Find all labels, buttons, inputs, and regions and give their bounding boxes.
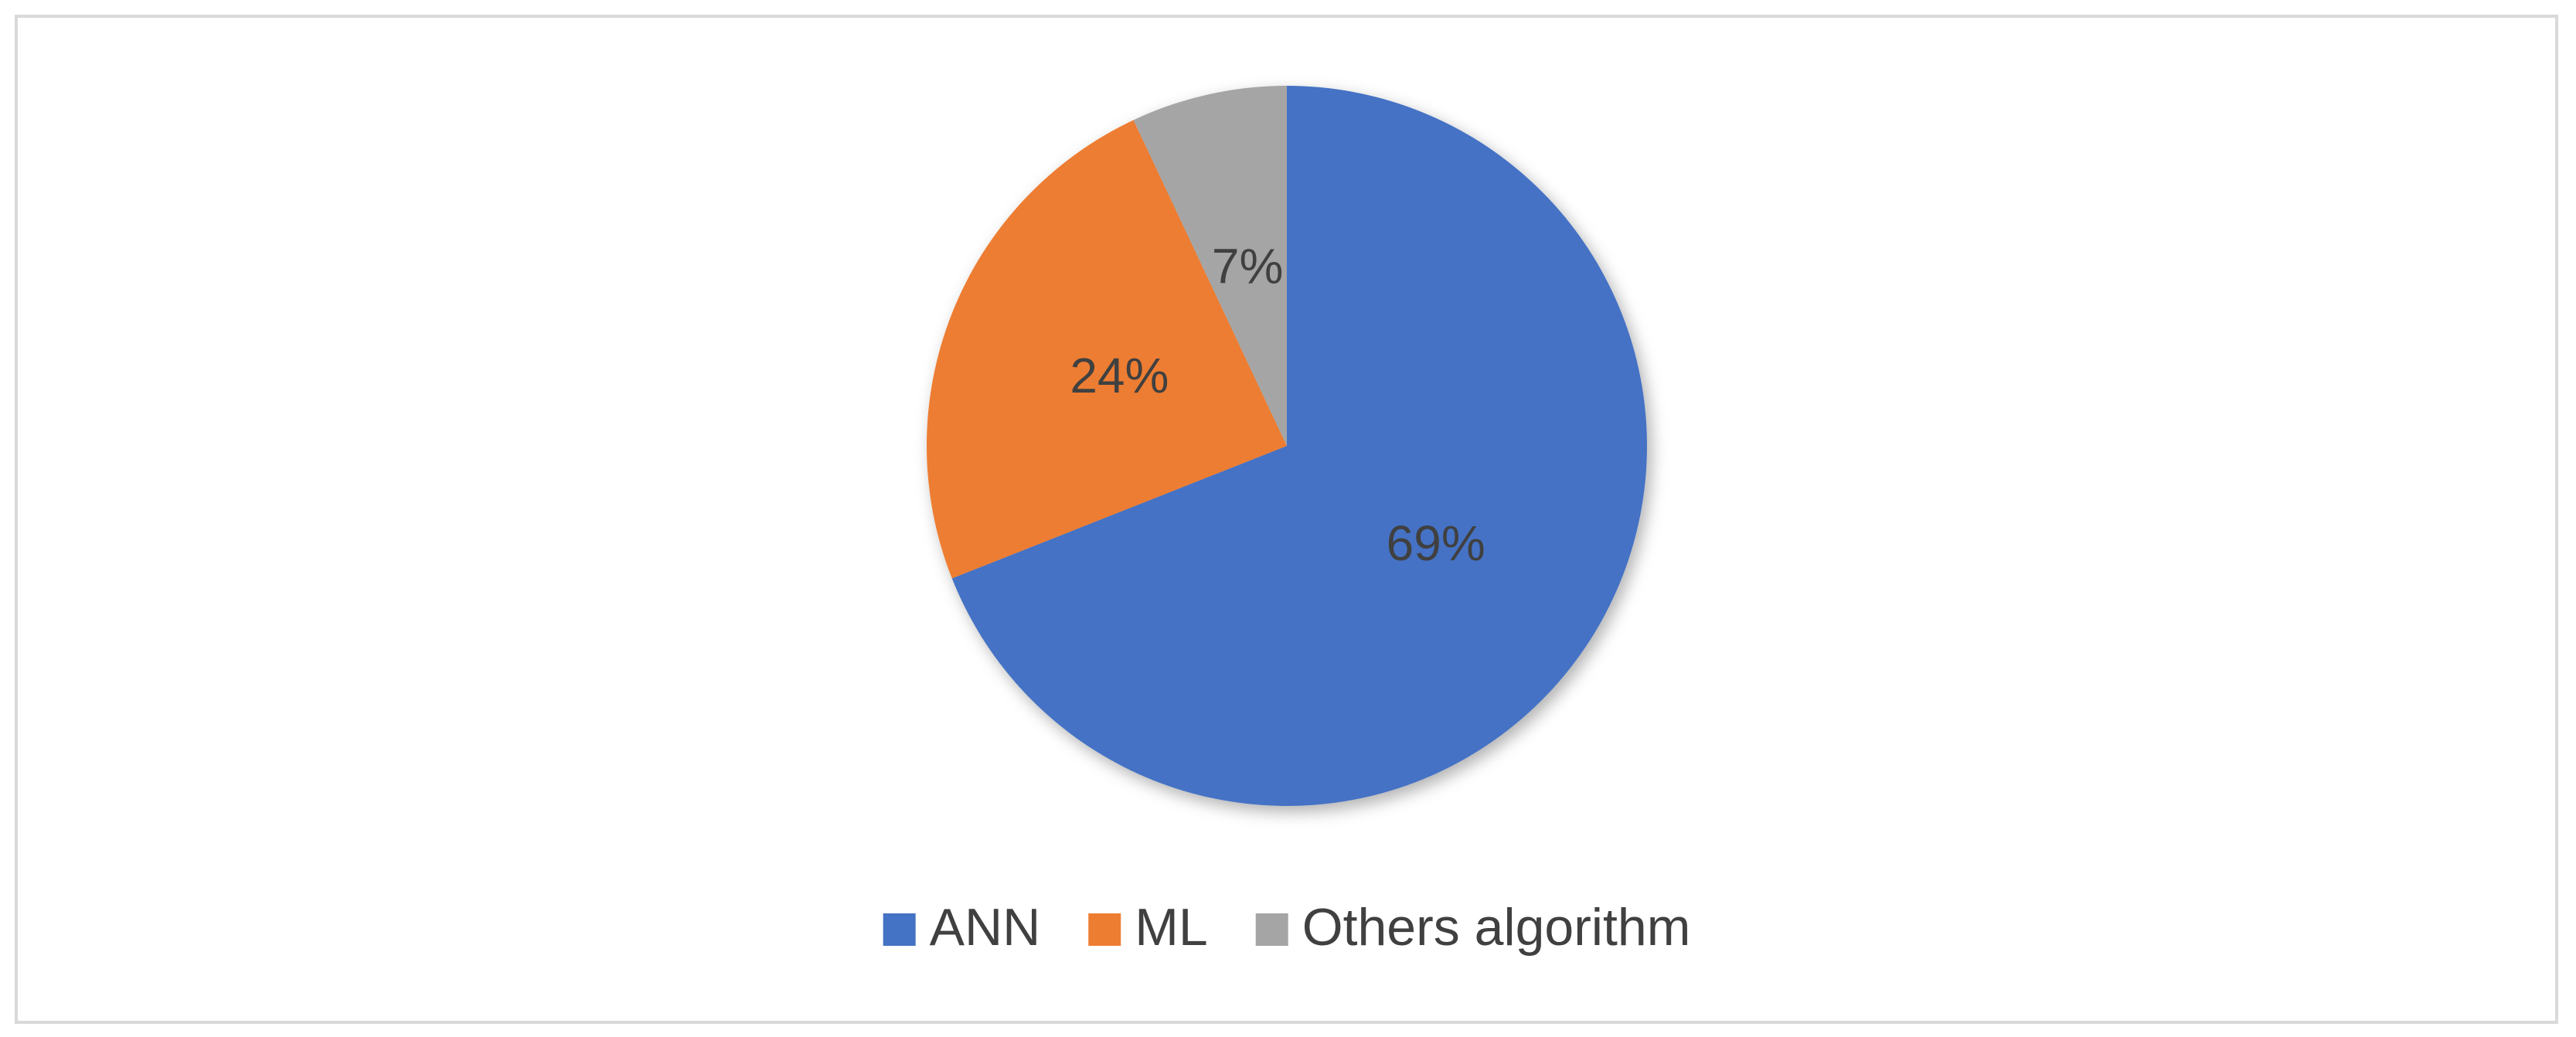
data-label: 7% [1212, 239, 1284, 294]
legend: ANN ML Others algorithm [883, 898, 1691, 957]
legend-swatch [1088, 913, 1121, 946]
data-label: 69% [1387, 515, 1485, 571]
pie-slice [926, 120, 1287, 579]
data-label: 24% [1070, 348, 1169, 403]
data-labels: 69% 24% 7% [1070, 239, 1485, 571]
legend-swatch [1255, 913, 1288, 946]
pie-slice [951, 86, 1648, 806]
legend-swatch [883, 913, 916, 946]
pie-slice [1133, 86, 1287, 446]
pie [926, 86, 1648, 806]
legend-label: ML [1135, 898, 1207, 957]
legend-label: Others algorithm [1302, 898, 1691, 957]
legend-label: ANN [930, 898, 1041, 957]
